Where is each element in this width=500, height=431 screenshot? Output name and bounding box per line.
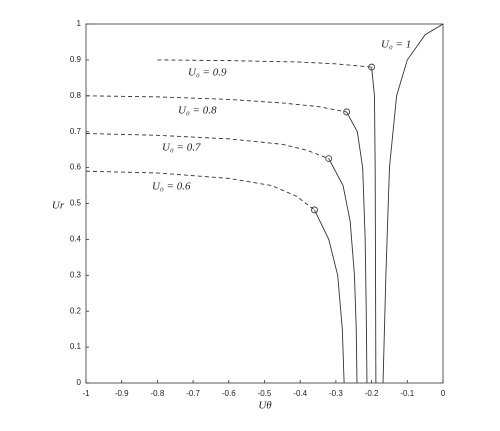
x-tick-label: -0.5 [258, 389, 272, 398]
y-tick-label: 0.4 [70, 235, 82, 244]
curve-annotation: U₀ = 0.6 [152, 181, 191, 193]
y-tick-label: 0.6 [70, 163, 82, 172]
curve [314, 209, 345, 384]
junction-marker [325, 155, 333, 163]
y-tick-label: 0.8 [70, 91, 82, 100]
plot-frame [85, 23, 444, 384]
y-tick-label: 0.1 [70, 342, 82, 351]
curve-annotation: U₀ = 1 [381, 39, 411, 51]
junction-marker [311, 206, 318, 214]
x-tick-label: -0.4 [293, 389, 307, 398]
curve-annotation: U₀ = 0.8 [178, 105, 217, 117]
curve [346, 111, 368, 384]
curve [85, 133, 329, 160]
x-tick-label: -0.3 [329, 389, 343, 398]
y-tick-label: 0.5 [70, 199, 82, 208]
junction-marker [343, 108, 351, 116]
curve-annotation: U₀ = 0.7 [162, 142, 201, 154]
y-tick-label: 0.9 [70, 55, 82, 64]
curve [85, 95, 347, 113]
x-tick-label: -0.2 [365, 389, 379, 398]
x-tick-label: 0 [441, 389, 446, 398]
curve [157, 59, 372, 68]
junction-marker [368, 63, 376, 71]
y-tick-label: 0.7 [70, 127, 82, 136]
curve [371, 67, 377, 384]
x-tick-label: -1 [82, 389, 90, 398]
curve [328, 158, 358, 384]
x-axis-label: Uθ [258, 400, 272, 412]
y-tick-label: 0 [77, 378, 82, 387]
x-tick-label: -0.8 [151, 389, 165, 398]
x-tick-label: -0.9 [115, 389, 129, 398]
y-axis-label: Ur [52, 200, 65, 212]
y-tick-label: 0.3 [70, 270, 82, 279]
curve [85, 170, 315, 211]
curve-annotation: U₀ = 0.9 [188, 67, 227, 79]
y-tick-label: 1 [77, 19, 82, 28]
y-tick-label: 0.2 [70, 306, 82, 315]
x-tick-label: -0.7 [186, 389, 200, 398]
x-tick-label: -0.6 [222, 389, 236, 398]
curve [382, 23, 444, 384]
x-tick-label: -0.1 [400, 389, 414, 398]
